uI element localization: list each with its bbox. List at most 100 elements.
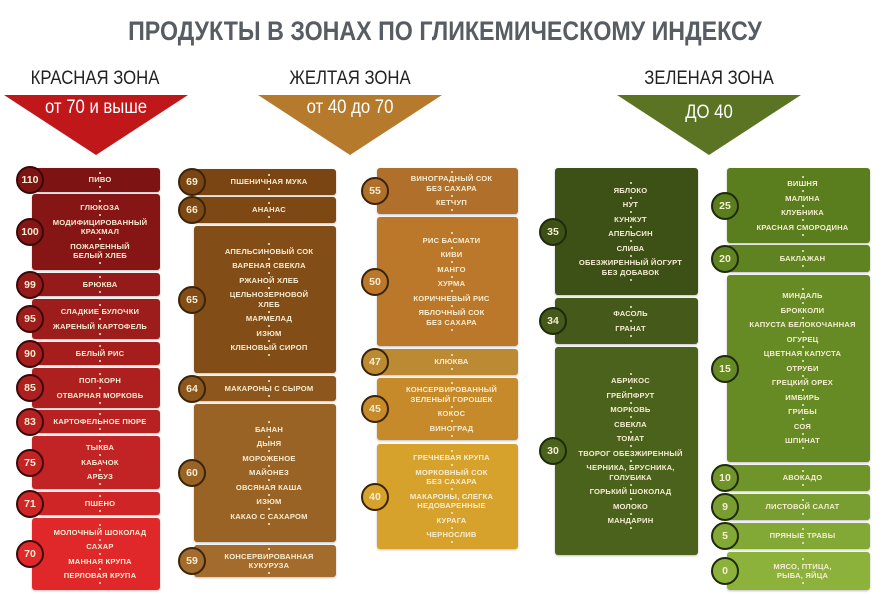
- food-item: ОТРУБИ: [786, 363, 819, 373]
- separator-dot: [268, 216, 270, 219]
- gi-value-badge: 95: [16, 305, 44, 333]
- food-item: СЛИВА: [616, 243, 645, 253]
- separator-dot: [801, 316, 804, 319]
- food-item: АВОКАДО: [782, 473, 823, 483]
- gi-group-95: СЛАДКИЕ БУЛОЧКИ ЖАРЕНЫЙ КАРТОФЕЛЬ: [32, 299, 160, 339]
- gi-value-badge: 110: [16, 166, 44, 194]
- food-item: БЕЛЫЙ РИС: [75, 348, 125, 358]
- separator-dot: [629, 483, 632, 486]
- separator-dot: [629, 416, 632, 419]
- separator-dot: [99, 318, 101, 320]
- separator-dot: [99, 262, 101, 265]
- separator-dot: [99, 303, 101, 306]
- food-item: НУТ: [622, 200, 639, 210]
- food-item: БАНАН: [254, 424, 284, 434]
- food-item: ЦЕЛЬНОЗЕРНОВОЙ ХЛЕБ: [229, 290, 309, 309]
- food-item: ВИШНЯ: [787, 179, 818, 188]
- food-item: МАРМЕЛАД: [245, 314, 293, 323]
- food-item: КАРТОФЕЛЬНОЕ ПЮРЕ: [53, 416, 147, 426]
- food-item: КОНСЕРВИРОВАННЫЙ ЗЕЛЕНЫЙ ГОРОШЕК: [405, 385, 498, 404]
- separator-dot: [99, 567, 101, 570]
- separator-dot: [99, 454, 101, 457]
- gi-group-30: АБРИКОС ГРЕЙПФРУТ МОРКОВЬ СВЕКЛА ТОМАТ ТВОРОГ…: [555, 347, 698, 555]
- food-item: РЖАНОЙ ХЛЕБ: [239, 275, 299, 285]
- food-item: КОКОС: [437, 409, 466, 418]
- separator-dot: [801, 264, 804, 267]
- separator-dot: [450, 194, 453, 197]
- separator-dot: [99, 401, 101, 404]
- food-item: ЧЕРНОСЛИВ: [426, 530, 477, 540]
- separator-dot: [629, 305, 632, 308]
- separator-dot: [99, 290, 101, 293]
- separator-dot: [99, 538, 101, 541]
- food-item: ТВОРОГ ОБЕЗЖИРЕННЫЙ: [578, 448, 683, 458]
- gi-group-55: ВИНОГРАДНЫЙ СОК БЕЗ САХАРА КЕТЧУП: [377, 168, 518, 214]
- separator-dot: [99, 509, 101, 512]
- food-item: МАЛИНА: [785, 193, 820, 203]
- separator-dot: [629, 196, 632, 199]
- page-title: ПРОДУКТЫ В ЗОНАХ ПО ГЛИКЕМИЧЕСКОМУ ИНДЕК…: [128, 16, 762, 46]
- food-item: АПЕЛЬСИНОВЫЙ СОК: [224, 246, 314, 256]
- food-item: КУНЖУТ: [614, 214, 647, 224]
- separator-dot: [99, 582, 101, 584]
- separator-dot: [268, 286, 270, 289]
- food-item: МОРКОВЬ: [610, 405, 651, 415]
- gi-group-47: КЛЮКВА: [377, 349, 518, 375]
- zone-green-range: ДО 40: [685, 102, 733, 123]
- gi-value-badge: 71: [16, 489, 44, 518]
- gi-value-badge: 50: [361, 267, 389, 296]
- separator-dot: [629, 387, 632, 390]
- food-item: ЯБЛОЧНЫЙ СОК БЕЗ САХАРА: [418, 308, 485, 327]
- separator-dot: [450, 420, 453, 422]
- gi-group-64: МАКАРОНЫ С СЫРОМ: [194, 376, 336, 401]
- gi-value-badge: 0: [711, 557, 739, 585]
- separator-dot: [450, 304, 453, 307]
- separator-dot: [99, 332, 101, 335]
- food-item: АБРИКОС: [611, 376, 650, 386]
- gi-value-badge: 65: [178, 285, 206, 314]
- separator-dot: [629, 512, 632, 515]
- gi-value-badge: 85: [16, 374, 44, 402]
- separator-dot: [801, 418, 804, 421]
- separator-dot: [801, 498, 804, 501]
- separator-dot: [629, 225, 632, 228]
- food-item: ШПИНАТ: [785, 436, 820, 446]
- separator-dot: [268, 188, 270, 191]
- separator-dot: [99, 199, 101, 202]
- gi-group-69: ПШЕНИЧНАЯ МУКА: [194, 169, 336, 195]
- separator-dot: [99, 214, 101, 217]
- separator-dot: [268, 325, 270, 327]
- separator-dot: [629, 430, 632, 433]
- gi-value-badge: 30: [539, 437, 567, 465]
- gi-value-badge: 47: [361, 348, 389, 376]
- separator-dot: [450, 275, 453, 278]
- separator-dot: [268, 508, 270, 511]
- separator-dot: [801, 447, 804, 450]
- separator-dot: [629, 459, 632, 462]
- separator-dot: [99, 427, 101, 430]
- separator-dot: [801, 542, 804, 545]
- gi-value-badge: 35: [539, 217, 567, 246]
- food-item: МАННАЯ КРУПА: [68, 556, 132, 566]
- separator-dot: [268, 548, 270, 550]
- gi-value-badge: 40: [361, 482, 389, 511]
- separator-dot: [268, 257, 270, 260]
- food-item: БРЮКВА: [82, 279, 118, 289]
- food-item: МАНГО: [437, 264, 466, 274]
- separator-dot: [99, 276, 101, 279]
- food-item: КЕТЧУП: [435, 198, 468, 208]
- food-item: ТЫКВА: [85, 443, 115, 453]
- separator-dot: [268, 272, 270, 274]
- food-item: ФАСОЛЬ: [613, 309, 648, 318]
- separator-dot: [801, 484, 804, 487]
- gi-value-badge: 9: [711, 493, 739, 521]
- gi-group-5: ПРЯНЫЕ ТРАВЫ: [727, 523, 870, 549]
- separator-dot: [450, 170, 453, 173]
- food-item: МАКАРОНЫ, СЛЕГКА НЕДОВАРЕННЫЕ: [409, 491, 494, 511]
- gi-group-110: ПИВО: [32, 168, 160, 192]
- gi-value-badge: 25: [711, 191, 739, 220]
- separator-dot: [450, 209, 453, 212]
- separator-dot: [450, 434, 453, 437]
- separator-dot: [801, 250, 804, 253]
- food-item: ИЗЮМ: [256, 497, 282, 507]
